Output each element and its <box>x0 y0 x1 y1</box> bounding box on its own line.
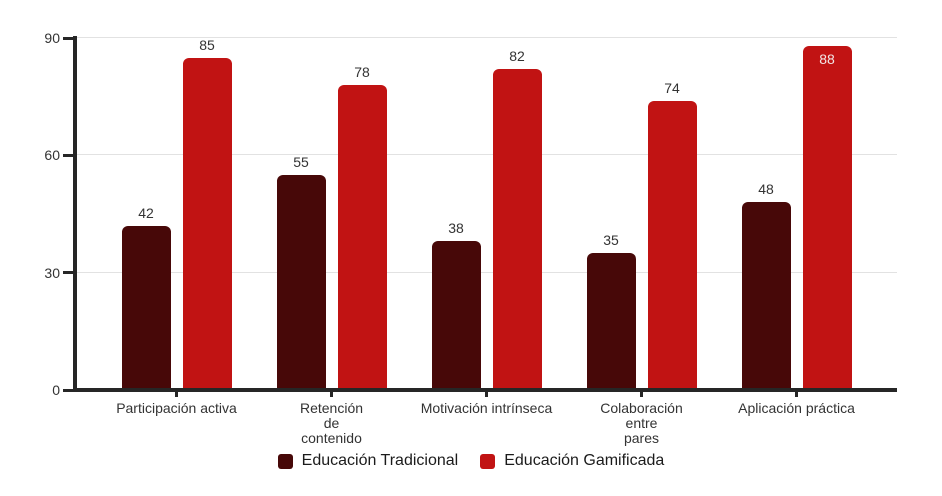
legend-item-educacion-tradicional[interactable]: Educación Tradicional <box>277 452 459 470</box>
value-label: 48 <box>758 181 774 198</box>
legend-label-tradicional: Educación Tradicional <box>301 452 459 469</box>
y-axis-tick <box>63 271 73 275</box>
value-label: 74 <box>664 79 680 96</box>
gridline <box>77 154 897 156</box>
x-axis-tick <box>795 392 798 397</box>
value-label: 35 <box>603 232 619 249</box>
category-label: Colaboración entre pares <box>600 400 683 446</box>
legend-label-gamificada: Educación Gamificada <box>504 452 665 469</box>
value-label: 55 <box>293 153 309 170</box>
y-axis-line <box>73 36 77 392</box>
legend-swatch-gamificada <box>480 453 496 469</box>
legend-swatch-tradicional <box>277 453 293 469</box>
value-label: 82 <box>509 48 525 65</box>
x-axis-tick <box>330 392 333 397</box>
bar-educacion-tradicional[interactable] <box>741 202 791 390</box>
legend-item-educacion-gamificada[interactable]: Educación Gamificada <box>480 452 664 470</box>
y-tick-label: 60 <box>44 147 60 164</box>
x-axis-tick <box>485 392 488 397</box>
x-axis-tick <box>175 392 178 397</box>
legend: Educación Tradicional Educación Gamifica… <box>0 446 942 476</box>
gridline <box>77 37 897 38</box>
category-label: Retención de contenido <box>299 400 364 446</box>
category-label: Aplicación práctica <box>738 400 855 416</box>
y-tick-label: 0 <box>52 382 60 398</box>
x-axis-tick <box>640 392 643 397</box>
y-axis-tick <box>63 153 73 157</box>
value-label: 38 <box>448 220 464 237</box>
x-axis-line <box>73 388 897 392</box>
bar-educacion-gamificada[interactable] <box>802 45 852 390</box>
bar-educacion-gamificada[interactable] <box>182 57 232 390</box>
y-axis-tick <box>63 388 73 392</box>
y-axis-tick <box>63 36 73 40</box>
bar-educacion-gamificada[interactable] <box>492 69 542 390</box>
y-tick-label: 30 <box>44 264 60 281</box>
bar-educacion-gamificada[interactable] <box>647 100 697 390</box>
gridline <box>77 271 897 273</box>
bar-educacion-tradicional[interactable] <box>586 253 636 390</box>
bar-educacion-tradicional[interactable] <box>276 174 326 390</box>
value-label: 78 <box>354 63 370 80</box>
value-label: 88 <box>819 50 835 67</box>
y-tick-label: 90 <box>44 30 60 46</box>
category-label: Participación activa <box>116 400 237 416</box>
bar-educacion-tradicional[interactable] <box>121 225 171 390</box>
bar-educacion-tradicional[interactable] <box>431 241 481 390</box>
value-label: 85 <box>199 36 215 53</box>
value-label: 42 <box>138 204 154 221</box>
category-label: Motivación intrínseca <box>420 400 553 416</box>
bar-educacion-gamificada[interactable] <box>337 84 387 390</box>
